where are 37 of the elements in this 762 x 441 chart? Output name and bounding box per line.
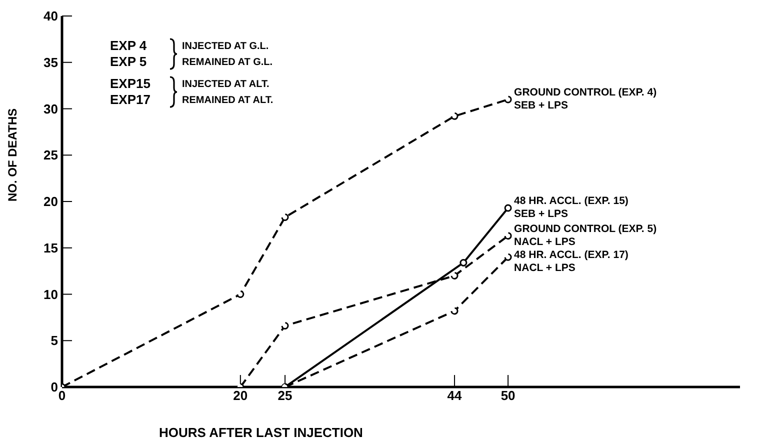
point: [460, 258, 468, 266]
y-tick-label: 35: [44, 54, 58, 70]
annotation: INJECTED AT G.L.: [182, 40, 270, 54]
annotation: EXP 5: [110, 54, 147, 70]
y-tick-label: 10: [44, 286, 58, 302]
series-label: 48 HR. ACCL. (EXP. 15) SEB + LPS: [514, 194, 628, 220]
annotation: REMAINED AT G.L.: [182, 56, 273, 70]
x-tick-label: 44: [447, 388, 463, 404]
y-tick-label: 5: [50, 333, 58, 348]
y-tick-label: 25: [44, 148, 58, 163]
point: [504, 232, 512, 240]
point: [281, 214, 289, 222]
series-label: 48 HR. ACCL. (EXP. 17) NACL + LPS: [514, 248, 628, 274]
annotation: REMAINED AT ALT.: [182, 94, 274, 108]
annotation: EXP15: [110, 76, 150, 92]
annotation: INJECTED AT ALT.: [182, 78, 270, 92]
series-label: GROUND CONTROL (EXP. 5) NACL + LPS: [514, 222, 657, 248]
point: [504, 253, 512, 261]
y-tick-label: 20: [44, 194, 58, 210]
point: [504, 204, 512, 212]
y-tick-label: 15: [44, 240, 58, 256]
point: [236, 290, 244, 298]
series-label: GROUND CONTROL (EXP. 4) SEB + LPS: [514, 86, 657, 112]
annotation: EXP 4: [110, 38, 147, 54]
annotation: EXP17: [110, 92, 150, 108]
x-tick-label: 50: [500, 388, 516, 404]
x-tick-label: 25: [278, 388, 292, 404]
x-tick-label: 20: [233, 388, 248, 404]
point: [450, 307, 458, 315]
point: [450, 112, 458, 120]
x-axis-title: HOURS AFTER LAST INJECTION: [159, 425, 363, 440]
point: [450, 272, 458, 280]
y-axis-title: NO. OF DEATHS: [5, 108, 20, 202]
y-tick-label: 40: [44, 8, 58, 24]
point: [504, 96, 512, 104]
y-tick-label: 30: [44, 101, 58, 116]
point: [281, 322, 289, 330]
